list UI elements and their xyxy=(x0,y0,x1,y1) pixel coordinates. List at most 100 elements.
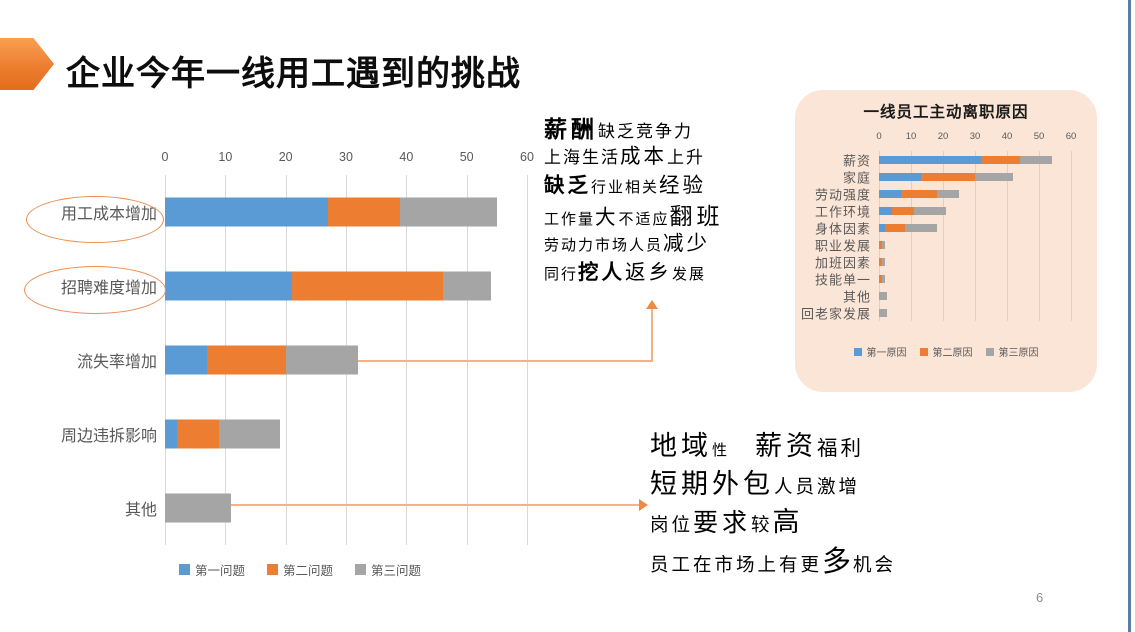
bar-segment xyxy=(879,257,883,266)
bar-segment xyxy=(879,223,886,232)
axis-tick-label: 30 xyxy=(339,150,353,164)
annotation-text: 员工在市场上有更 xyxy=(650,554,823,575)
annotation-text: 性 xyxy=(712,442,730,459)
category-label: 身体因素 xyxy=(814,221,871,236)
annotation-text: 机会 xyxy=(853,554,897,575)
bar-segment xyxy=(891,206,915,215)
category-label: 流失率增加 xyxy=(76,354,157,371)
bar-row: 回老家发展 xyxy=(795,304,1097,321)
bar-row: 周边违拆影响 xyxy=(30,397,570,471)
legend-label: 第三原因 xyxy=(998,348,1039,359)
stacked-bar xyxy=(165,345,527,375)
bar-segment xyxy=(327,197,401,227)
stacked-bar xyxy=(879,206,1071,215)
resignation-panel: 一线员工主动离职原因 0 10 20 30 40 50 60 薪资 家庭 劳动强度 工作环境 身体因素… xyxy=(795,90,1097,392)
annotation-text: 较 xyxy=(751,514,773,535)
side-bar-chart: 0 10 20 30 40 50 60 薪资 家庭 劳动强度 工作环境 身体因素 职业发展 加班因素 技能单… xyxy=(795,125,1097,335)
gridline xyxy=(879,151,880,321)
emphasis-ellipse-recruiting xyxy=(24,266,166,314)
gridline xyxy=(1007,151,1008,321)
connector-up-arrow-icon xyxy=(646,300,658,309)
category-label: 薪资 xyxy=(842,153,871,168)
annotation-line: 岗位 要求较高 xyxy=(650,500,950,538)
annotation-text: 同行 xyxy=(544,266,579,283)
annotation-text: 发展 xyxy=(672,266,707,283)
gridline xyxy=(1039,151,1040,321)
axis-tick-label: 40 xyxy=(399,150,414,164)
axis-tick-label: 60 xyxy=(1065,131,1077,142)
annotation-text: 福利 xyxy=(817,437,865,460)
side-chart-legend: 第一原因 第二原因 第三原因 xyxy=(795,344,1097,359)
bar-segment xyxy=(981,155,1020,164)
bar-segment xyxy=(442,271,491,301)
axis-tick-label: 50 xyxy=(459,150,474,164)
bar-segment xyxy=(974,172,1014,181)
stacked-bar xyxy=(879,223,1071,232)
annotation-text: 大 xyxy=(595,206,619,229)
bar-segment xyxy=(882,257,886,266)
annotation-text: 成本 xyxy=(620,145,667,168)
axis-tick-label: 40 xyxy=(1001,131,1013,142)
gridline xyxy=(975,151,976,321)
annotation-text: 工作量 xyxy=(544,211,596,228)
stacked-bar xyxy=(879,291,1071,300)
legend-item: 第二问题 xyxy=(266,560,333,579)
bar-segment xyxy=(879,155,982,164)
page-number: 6 xyxy=(1036,590,1044,605)
legend-label: 第二原因 xyxy=(932,348,973,359)
bar-segment xyxy=(165,419,178,449)
bar-segment xyxy=(219,419,280,449)
annotation-text: 多 xyxy=(822,546,854,578)
legend-item: 第三原因 xyxy=(985,344,1039,359)
bar-row: 职业发展 xyxy=(795,236,1097,253)
annotation-text: 劳动力市场人员 xyxy=(544,237,664,254)
stacked-bar xyxy=(165,271,527,301)
emphasis-ellipse-labor-cost xyxy=(26,196,164,243)
annotation-text: 不适应 xyxy=(618,211,670,228)
annotation-line: 劳动力市场人员 减少 xyxy=(544,226,799,255)
axis-tick-label: 50 xyxy=(1033,131,1045,142)
main-bar-chart: 第一问题 第二问题 第三问题 0 10 20 30 40 50 60 用工成本增加 招聘难度增加 流失… xyxy=(30,145,570,615)
legend-item: 第三问题 xyxy=(355,560,421,579)
gridline xyxy=(1071,151,1072,321)
annotation-line: 缺乏 行业相关 经验 xyxy=(544,168,799,197)
annotation-text: 翻班 xyxy=(669,203,724,229)
bar-row: 家庭 xyxy=(795,168,1097,185)
stacked-bar xyxy=(165,419,527,449)
bar-segment xyxy=(901,189,937,198)
stacked-bar xyxy=(879,240,1071,249)
bar-segment xyxy=(165,345,208,375)
legend-swatch-icon xyxy=(853,347,862,356)
annotation-line: 地域性 薪资 福利 xyxy=(650,424,950,462)
axis-tick-label: 0 xyxy=(876,131,882,142)
category-label: 技能单一 xyxy=(814,272,871,287)
connector-turnover-line-v xyxy=(651,309,653,362)
bar-segment xyxy=(882,240,886,249)
annotation-text: 行业相关 xyxy=(591,179,660,196)
bottom-annotation: 地域性 薪资 福利 短期外包 人员激增 岗位 要求较高员工在市场上有更多机会 xyxy=(650,424,950,578)
annotation-text: 岗位 xyxy=(650,514,694,535)
legend-label: 第三问题 xyxy=(371,564,422,578)
bar-row: 劳动强度 xyxy=(795,185,1097,202)
bar-row: 技能单一 xyxy=(795,270,1097,287)
bar-segment xyxy=(936,189,959,198)
legend-swatch-icon xyxy=(266,564,278,575)
annotation-text: 上海生活 xyxy=(544,148,620,167)
legend-swatch-icon xyxy=(178,564,190,575)
category-label: 周边违拆影响 xyxy=(60,428,157,445)
bar-segment xyxy=(879,240,883,249)
annotation-line: 薪酬 缺乏竞争力 xyxy=(544,110,799,142)
category-label: 职业发展 xyxy=(814,238,871,253)
legend-item: 第二原因 xyxy=(919,344,973,359)
annotation-text: 薪酬 xyxy=(544,116,598,142)
category-label: 回老家发展 xyxy=(800,306,871,321)
axis-tick-label: 20 xyxy=(937,131,949,142)
axis-tick-label: 20 xyxy=(278,150,293,164)
annotation-text: 上升 xyxy=(667,148,705,167)
stacked-bar xyxy=(879,189,1071,198)
stacked-bar xyxy=(879,257,1071,266)
annotation-line: 同行 挖人 返乡 发展 xyxy=(544,255,799,284)
category-label: 其他 xyxy=(124,502,157,519)
bar-row: 其他 xyxy=(30,471,570,545)
